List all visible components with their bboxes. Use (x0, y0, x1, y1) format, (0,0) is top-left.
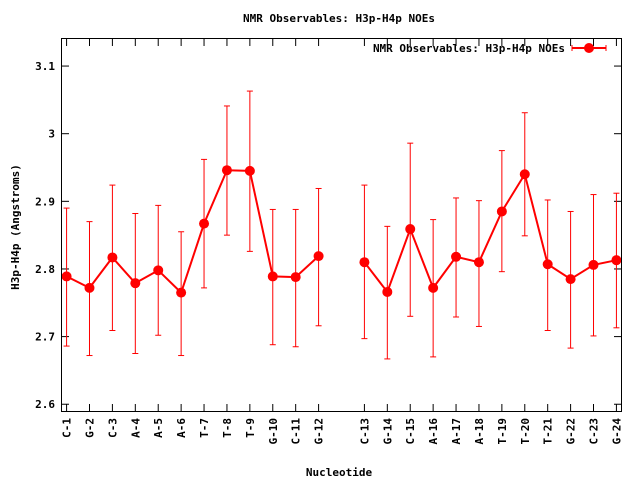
data-point (199, 218, 210, 229)
data-point (382, 286, 393, 297)
x-tick-label: T-19 (496, 418, 509, 445)
x-tick-label: A-16 (427, 418, 440, 445)
x-tick-label: T-8 (221, 418, 234, 438)
x-tick-label: G-14 (381, 418, 394, 445)
data-point (267, 271, 278, 282)
x-tick-label: T-7 (198, 418, 211, 438)
x-tick-label: G-22 (565, 418, 578, 445)
x-tick-label: A-6 (175, 418, 188, 438)
series-line (363, 171, 617, 295)
y-tick-label: 3.1 (35, 60, 55, 73)
data-point (221, 165, 232, 176)
data-point (611, 255, 622, 266)
plot-area: 2.6 2.7 2.8 2.9 3 3.1 C-1 G-2 C-3 A-4 A-5 A-6 T-7 T-8… (35, 39, 623, 445)
data-point (176, 287, 187, 298)
y-axis-label: H3p-H4p (Angstroms) (9, 164, 22, 290)
data-point (84, 282, 95, 293)
data-point (153, 265, 164, 276)
x-tick-label: C-23 (588, 418, 601, 445)
plot-frame (61, 38, 622, 412)
data-point (61, 271, 72, 282)
data-point (313, 251, 324, 262)
x-tick-label: C-13 (358, 418, 371, 445)
data-point (519, 169, 530, 180)
data-point (588, 259, 599, 270)
data-point (359, 257, 370, 268)
x-tick-label: T-21 (542, 418, 555, 445)
legend: NMR Observables: H3p-H4p NOEs (373, 42, 607, 55)
data-point (130, 278, 141, 289)
data-point (107, 252, 118, 263)
series-line (66, 169, 320, 295)
y-tick-label: 2.8 (35, 263, 55, 276)
data-point (565, 274, 576, 285)
x-tick-label: G-12 (313, 418, 326, 445)
data-point (405, 224, 416, 235)
data-point (473, 257, 484, 268)
legend-label: NMR Observables: H3p-H4p NOEs (373, 42, 565, 55)
x-tick-label: C-15 (404, 418, 417, 445)
x-tick-label: G-2 (83, 418, 96, 438)
data-point (542, 259, 553, 270)
y-tick-label: 2.6 (35, 398, 55, 411)
data-point (496, 206, 507, 217)
y-tick-label: 3 (48, 128, 55, 141)
y-tick-label: 2.7 (35, 331, 55, 344)
x-tick-label: C-11 (290, 418, 303, 445)
data-point (244, 165, 255, 176)
data-point (428, 282, 439, 293)
x-tick-label: C-1 (61, 418, 74, 438)
x-tick-label: G-10 (267, 418, 280, 445)
y-tick-label: 2.9 (35, 195, 55, 208)
chart-title: NMR Observables: H3p-H4p NOEs (243, 12, 435, 25)
x-tick-label: A-5 (152, 418, 165, 438)
x-tick-label: T-9 (244, 418, 257, 438)
x-axis-label: Nucleotide (306, 466, 373, 479)
data-point (290, 272, 301, 283)
x-tick-label: A-17 (450, 418, 463, 445)
x-tick-label: T-20 (519, 418, 532, 445)
x-tick-label: G-24 (610, 418, 623, 445)
x-tick-label: A-18 (473, 418, 486, 445)
x-tick-label: C-3 (106, 418, 119, 438)
x-tick-label: A-4 (129, 418, 142, 438)
legend-marker (584, 43, 594, 53)
data-point (451, 251, 462, 262)
